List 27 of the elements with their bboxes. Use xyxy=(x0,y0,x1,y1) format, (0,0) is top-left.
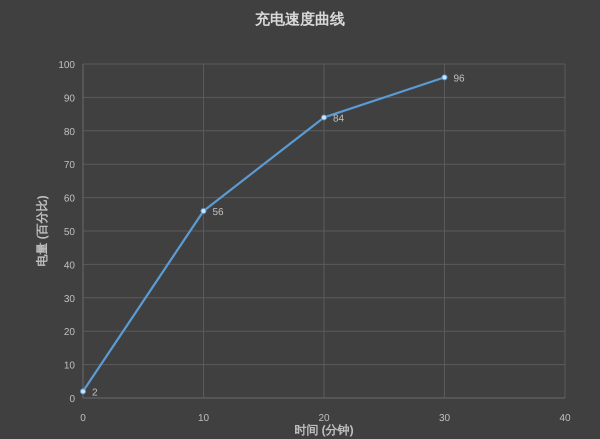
point xyxy=(321,114,327,120)
data-label: 56 xyxy=(212,206,224,218)
y-tick-label: 10 xyxy=(64,360,76,372)
chart-title: 充电速度曲线 xyxy=(254,10,345,28)
point xyxy=(200,208,206,214)
x-tick-label: 40 xyxy=(559,413,571,424)
y-tick-label: 40 xyxy=(64,260,76,272)
y-tick-label: 70 xyxy=(64,160,76,172)
x-tick-label: 30 xyxy=(438,413,450,424)
y-tick-label: 100 xyxy=(58,60,76,71)
data-label: 2 xyxy=(92,387,98,398)
y-tick-label: 30 xyxy=(64,294,76,305)
y-tick-label: 90 xyxy=(64,93,76,104)
x-tick-label: 10 xyxy=(198,413,210,424)
y-tick-label: 20 xyxy=(64,327,76,338)
data-label: 96 xyxy=(454,73,466,84)
y-tick-label: 50 xyxy=(64,227,76,238)
y-tick-label: 0 xyxy=(69,394,76,405)
x-tick-label: 0 xyxy=(80,413,86,424)
y-tick-label: 60 xyxy=(64,194,76,205)
x-axis-title: 时间 (分钟) xyxy=(294,423,354,437)
point xyxy=(442,74,448,80)
x-tick-label: 20 xyxy=(318,413,330,424)
y-tick-label: 80 xyxy=(64,126,76,138)
y-axis-title: 电量 (百分比) xyxy=(35,195,49,267)
data-label: 84 xyxy=(333,113,345,124)
point xyxy=(80,388,86,394)
